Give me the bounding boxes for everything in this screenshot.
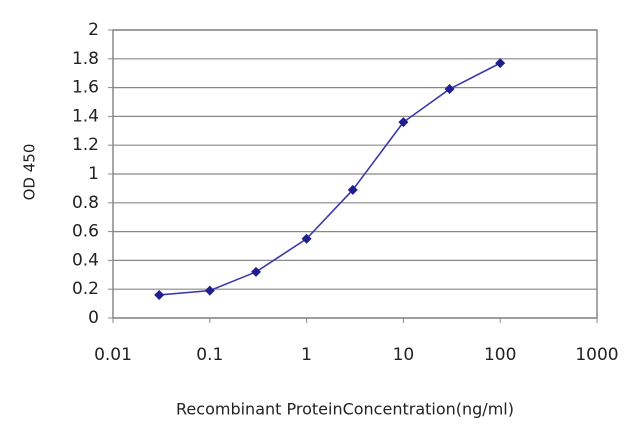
y-tick-label: 1.2 — [72, 135, 99, 155]
data-marker — [204, 285, 215, 296]
data-marker — [347, 184, 358, 195]
x-tick-label: 0.01 — [94, 345, 132, 365]
x-axis-title: Recombinant ProteinConcentration(ng/ml) — [176, 400, 514, 419]
y-tick-label: 0.6 — [72, 222, 99, 242]
y-tick-label: 0.8 — [72, 193, 99, 213]
y-tick-label: 2 — [88, 20, 99, 40]
data-line — [159, 62, 501, 296]
data-marker — [301, 233, 312, 244]
y-tick-label: 0 — [88, 308, 99, 328]
x-tick-label: 1000 — [575, 345, 618, 365]
x-tick-label: 0.1 — [196, 345, 223, 365]
y-tick-label: 1.6 — [72, 78, 99, 98]
data-marker — [398, 117, 409, 128]
y-tick-label: 1 — [88, 164, 99, 184]
data-marker — [444, 84, 455, 95]
data-marker — [154, 289, 165, 300]
y-tick-label: 0.4 — [72, 250, 99, 270]
data-marker — [495, 58, 506, 69]
data-marker — [250, 266, 261, 277]
x-tick-label: 1 — [301, 345, 312, 365]
y-tick-label: 1.4 — [72, 106, 99, 126]
y-tick-label: 0.2 — [72, 279, 99, 299]
y-tick-label: 1.8 — [72, 49, 99, 69]
x-tick-label: 100 — [484, 345, 516, 365]
x-tick-label: 10 — [393, 345, 415, 365]
y-axis-title: OD 450 — [21, 144, 39, 201]
